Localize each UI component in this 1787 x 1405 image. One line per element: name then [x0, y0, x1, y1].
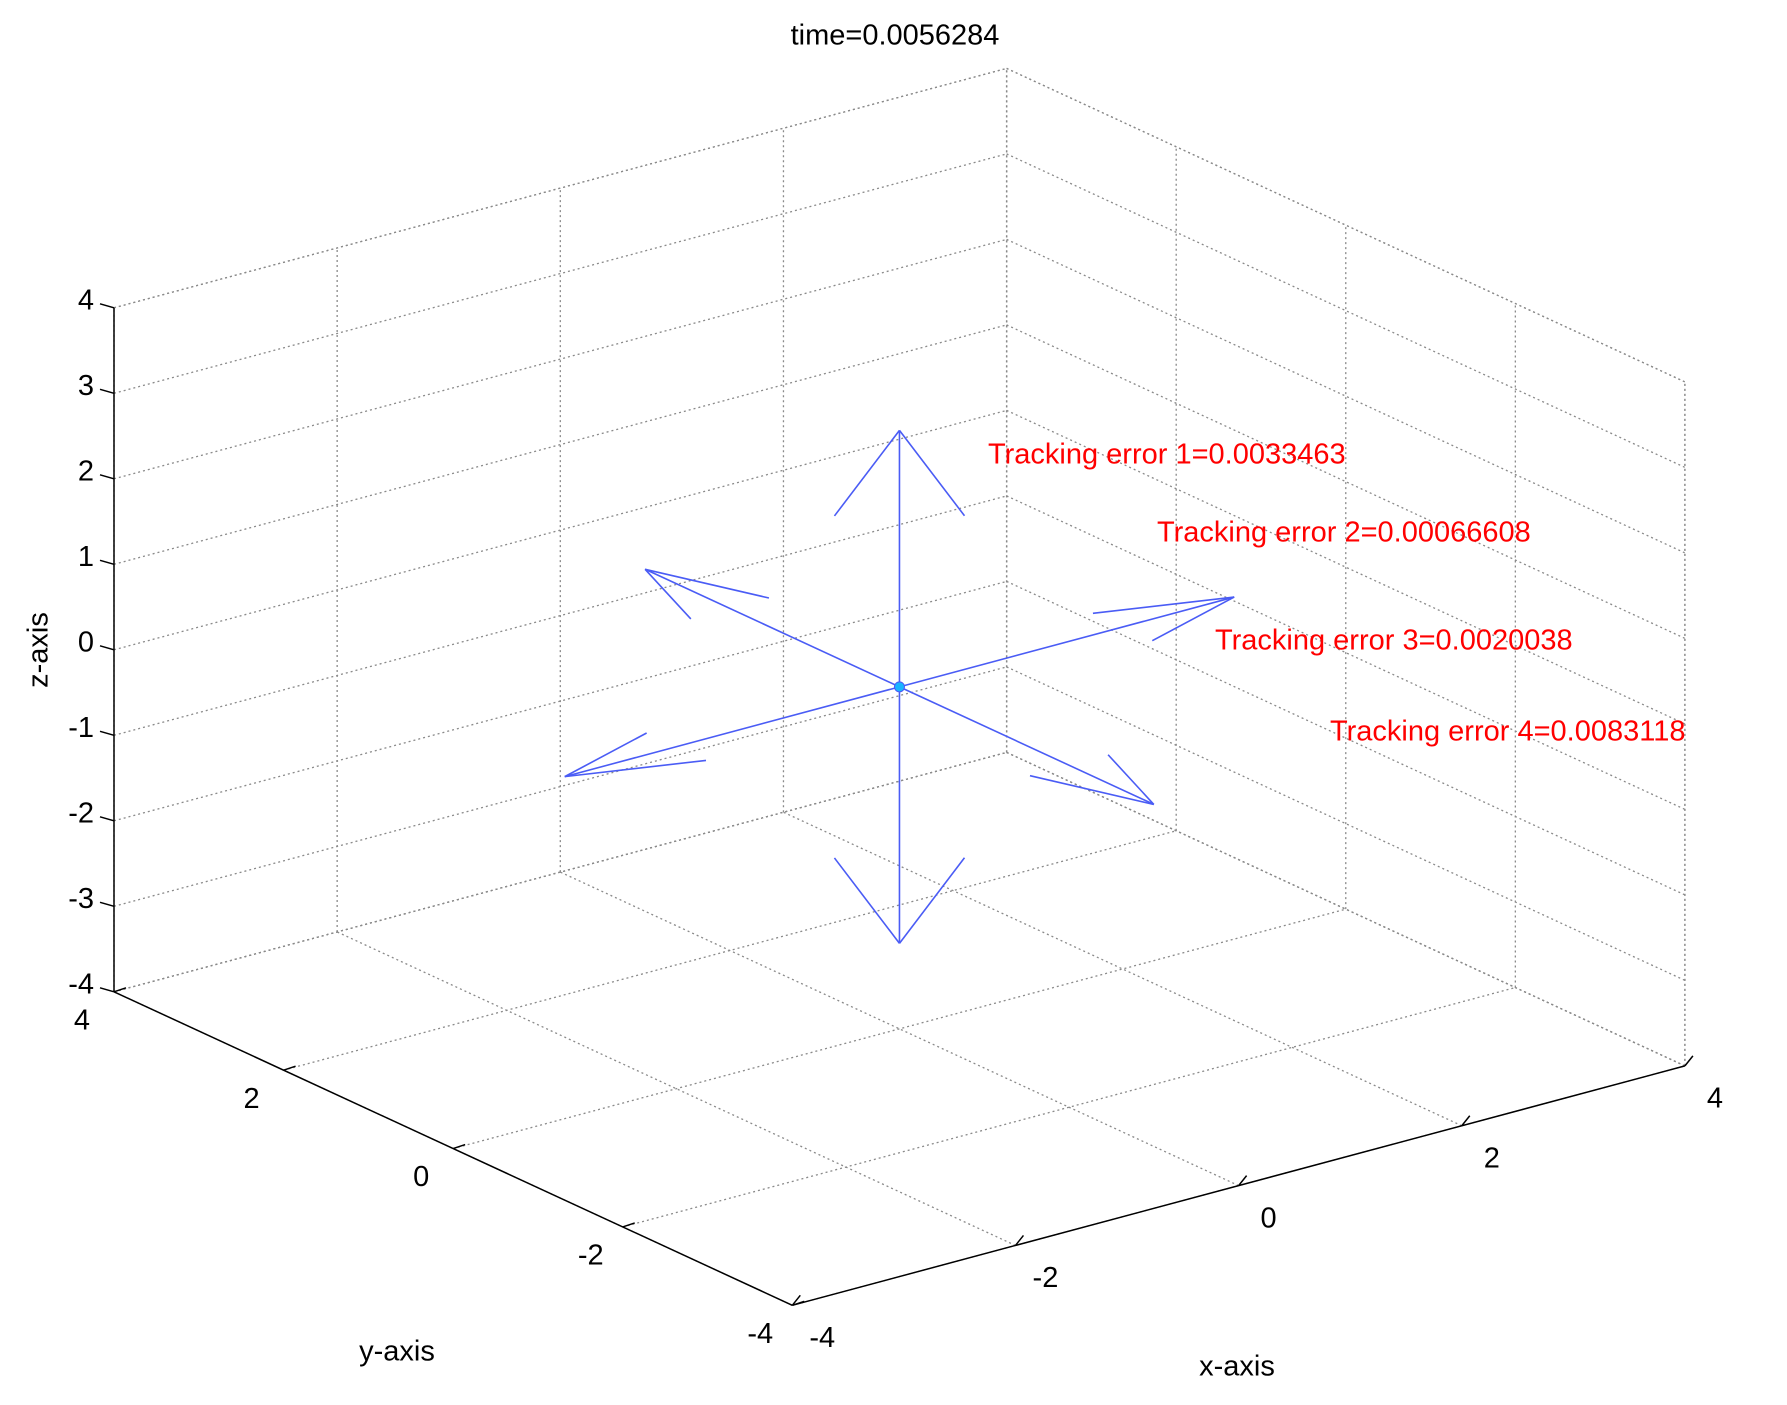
grid-line [452, 908, 1346, 1150]
grid-line [113, 238, 1007, 480]
z-tick-label: -3 [68, 883, 94, 915]
x-tick [1238, 1175, 1248, 1187]
grid-line [113, 153, 1007, 394]
z-tick [99, 987, 115, 993]
x-axis [792, 1065, 1686, 1307]
arrow-head [898, 857, 966, 944]
z-tick [99, 474, 115, 480]
grid-line [1006, 238, 1686, 554]
arrow-head [644, 568, 692, 620]
z-tick [99, 901, 115, 908]
x-tick [791, 1294, 801, 1306]
grid-line [113, 409, 1007, 651]
z-tick-label: 0 [78, 626, 94, 658]
annotation: Tracking error 1=0.0033463 [988, 439, 1346, 471]
y-tick-label: 2 [244, 1083, 260, 1115]
y-tick [622, 1222, 635, 1228]
z-tick [99, 303, 115, 309]
annotation: Tracking error 2=0.00066608 [1157, 517, 1531, 549]
arrow-shaft [899, 686, 1155, 806]
grid-line [113, 324, 1007, 565]
chart-title: time=0.0056284 [791, 20, 1000, 52]
z-tick [99, 816, 115, 822]
y-tick [283, 1065, 296, 1071]
z-tick [99, 645, 115, 651]
y-tick-label: 4 [74, 1004, 90, 1036]
x-tick-label: 4 [1707, 1083, 1723, 1115]
arrow-head [833, 429, 901, 517]
arrow-head [1107, 754, 1155, 805]
grid-line [783, 811, 1463, 1127]
grid-line [283, 830, 1177, 1071]
grid-line [113, 751, 1007, 993]
z-tick-label: 3 [78, 370, 94, 402]
z-tick-label: -1 [68, 712, 94, 744]
grid-line [1006, 324, 1686, 639]
arrow-shaft [644, 568, 900, 688]
z-tick-label: 2 [78, 455, 94, 487]
z-tick-label: -4 [68, 968, 94, 1000]
z-tick [99, 559, 115, 566]
z-tick-label: -2 [68, 797, 94, 829]
grid-line [113, 495, 1007, 736]
grid-line [622, 986, 1516, 1228]
arrow-head [644, 568, 770, 599]
y-tick [792, 1300, 805, 1307]
y-tick-label: -2 [578, 1240, 604, 1272]
annotation: Tracking error 4=0.0083118 [1330, 716, 1685, 748]
z-tick [99, 388, 115, 395]
y-tick-label: -4 [747, 1318, 773, 1350]
center-marker [893, 681, 905, 693]
arrow-shaft [564, 686, 900, 778]
arrow-head [1151, 596, 1235, 642]
x-tick [1684, 1055, 1694, 1067]
grid-line [113, 666, 1007, 907]
x-tick-label: -2 [1033, 1262, 1059, 1294]
arrow-shaft [899, 596, 1235, 688]
y-tick-label: 0 [413, 1161, 429, 1193]
z-tick-label: 1 [78, 541, 94, 573]
x-tick [1014, 1234, 1025, 1246]
grid-line [1006, 153, 1686, 468]
y-tick [452, 1143, 466, 1150]
x-tick-label: 0 [1261, 1202, 1277, 1234]
grid-line [113, 580, 1007, 822]
x-tick [1461, 1115, 1471, 1127]
arrow-head [564, 732, 648, 778]
x-tick-label: -4 [809, 1322, 835, 1354]
x-tick-label: 2 [1484, 1142, 1500, 1174]
x-axis-label: x-axis [1199, 1351, 1275, 1383]
z-tick-label: 4 [78, 284, 94, 316]
arrow-head [1029, 774, 1155, 806]
z-axis-label: z-axis [23, 612, 55, 688]
arrow-head [564, 759, 707, 778]
arrow-head [898, 429, 966, 517]
grid-line [113, 67, 1007, 309]
grid-line [1006, 67, 1686, 383]
annotation: Tracking error 3=0.0020038 [1215, 625, 1573, 657]
y-axis-label: y-axis [359, 1336, 435, 1368]
z-tick [99, 730, 115, 737]
arrow-head [1092, 596, 1235, 615]
y-tick [113, 987, 127, 993]
arrow-head [833, 857, 901, 944]
